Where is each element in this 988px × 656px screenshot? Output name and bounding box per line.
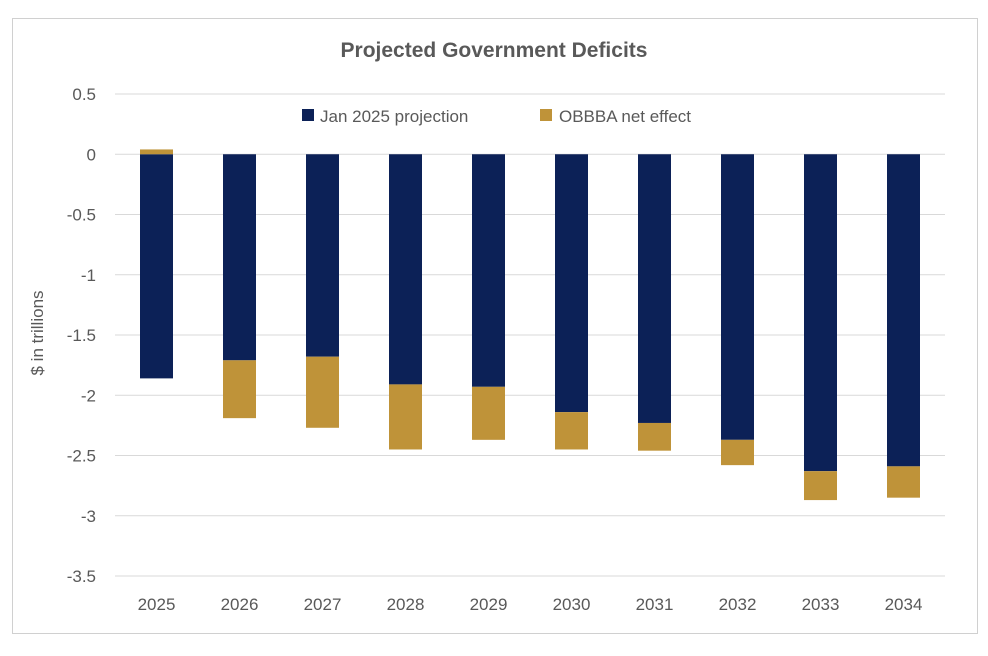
bar-obbba-2026 <box>223 360 256 419</box>
x-tick-label-2032: 2032 <box>719 595 757 614</box>
legend-label-obbba: OBBBA net effect <box>559 107 691 126</box>
y-tick-label: -2 <box>81 386 96 405</box>
x-tick-label-2025: 2025 <box>138 595 176 614</box>
legend-label-jan-2025: Jan 2025 projection <box>320 107 468 126</box>
bar-jan-2025-2030 <box>555 154 588 413</box>
y-tick-label: -1.5 <box>67 326 96 345</box>
y-tick-label: -1 <box>81 266 96 285</box>
y-tick-label: -3.5 <box>67 567 96 586</box>
bar-jan-2025-2025 <box>140 154 173 379</box>
bars <box>140 149 920 501</box>
y-tick-label: 0.5 <box>72 85 96 104</box>
chart-title: Projected Government Deficits <box>341 39 648 62</box>
bar-obbba-2032 <box>721 439 754 466</box>
bar-jan-2025-2034 <box>887 154 920 467</box>
bar-obbba-2031 <box>638 422 671 451</box>
bar-jan-2025-2026 <box>223 154 256 361</box>
x-tick-labels: 2025 2026 2027 2028 2029 2030 2031 2032 2033 2034 <box>138 595 923 614</box>
x-tick-label-2026: 2026 <box>221 595 259 614</box>
legend: Jan 2025 projection OBBBA net effect <box>302 107 691 126</box>
y-tick-label: -0.5 <box>67 206 96 225</box>
y-axis-label: $ in trillions <box>28 290 47 375</box>
y-tick-labels: 0.5 0 -0.5 -1 -1.5 -2 -2.5 -3 -3.5 <box>67 85 96 586</box>
x-tick-label-2030: 2030 <box>553 595 591 614</box>
bar-obbba-2028 <box>389 384 422 450</box>
bar-jan-2025-2033 <box>804 154 837 472</box>
bar-jan-2025-2027 <box>306 154 339 357</box>
bar-obbba-2034 <box>887 466 920 498</box>
x-tick-label-2029: 2029 <box>470 595 508 614</box>
legend-swatch-obbba <box>540 109 552 121</box>
bar-jan-2025-2029 <box>472 154 505 387</box>
x-tick-label-2027: 2027 <box>304 595 342 614</box>
y-tick-label: -3 <box>81 507 96 526</box>
bar-jan-2025-2028 <box>389 154 422 385</box>
x-tick-label-2031: 2031 <box>636 595 674 614</box>
bar-obbba-2027 <box>306 356 339 428</box>
x-tick-label-2028: 2028 <box>387 595 425 614</box>
bar-obbba-2025 <box>140 149 173 155</box>
y-tick-label: -2.5 <box>67 447 96 466</box>
x-tick-label-2033: 2033 <box>802 595 840 614</box>
bar-jan-2025-2032 <box>721 154 754 440</box>
bar-obbba-2030 <box>555 412 588 450</box>
bar-obbba-2033 <box>804 471 837 501</box>
bar-jan-2025-2031 <box>638 154 671 423</box>
legend-swatch-jan-2025 <box>302 109 314 121</box>
y-tick-label: 0 <box>87 145 96 164</box>
bar-obbba-2029 <box>472 386 505 440</box>
x-tick-label-2034: 2034 <box>885 595 923 614</box>
